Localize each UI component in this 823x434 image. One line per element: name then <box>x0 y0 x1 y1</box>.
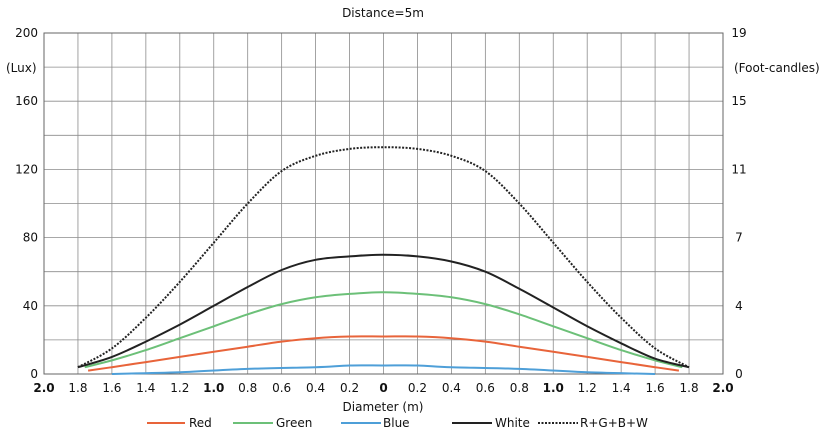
left-tick-label: 40 <box>23 299 38 313</box>
x-tick-label: 1.6 <box>102 381 121 395</box>
x-tick-label: 2.0 <box>33 381 54 395</box>
left-tick-label: 200 <box>15 26 38 40</box>
right-axis-unit-label: (Foot-candles) <box>734 61 820 75</box>
right-tick-label: 15 <box>731 94 746 108</box>
x-tick-label: 1.0 <box>543 381 564 395</box>
right-axis: (Foot-candles) 19 15 11 7 4 0 <box>731 26 819 381</box>
series-line-blue <box>111 364 656 375</box>
x-tick-label: 0.6 <box>476 381 495 395</box>
left-axis-unit-label: (Lux) <box>6 61 37 75</box>
left-tick-label: 0 <box>30 367 38 381</box>
x-axis-ticks: 2.0 1.8 1.6 1.4 1.2 1.0 0.8 0.6 0.4 0.2 0 0.2 0.4 0.6… <box>33 381 733 395</box>
series-line-green <box>84 291 683 369</box>
legend-label: Green <box>276 416 312 430</box>
x-tick-label: 2.0 <box>712 381 733 395</box>
x-tick-label: 0.8 <box>510 381 529 395</box>
x-tick-label: 0.2 <box>408 381 427 395</box>
legend-label: R+G+B+W <box>580 416 648 430</box>
series-line-red <box>87 335 680 372</box>
x-tick-label: 1.4 <box>136 381 155 395</box>
left-axis: (Lux) 200 160 120 80 40 0 <box>6 26 38 381</box>
x-axis-label: Diameter (m) <box>343 400 424 414</box>
legend-label: Red <box>189 416 212 430</box>
right-tick-label: 4 <box>735 299 743 313</box>
right-tick-label: 19 <box>731 26 746 40</box>
series-group <box>77 146 690 375</box>
x-tick-label: 1.2 <box>578 381 597 395</box>
legend-label: White <box>495 416 530 430</box>
series-line-white <box>77 253 690 369</box>
right-tick-label: 11 <box>731 162 746 176</box>
left-tick-label: 160 <box>15 94 38 108</box>
x-tick-label: 0.8 <box>238 381 257 395</box>
legend: Red Green Blue White R+G+B+W <box>147 416 648 430</box>
x-tick-label: 1.8 <box>68 381 87 395</box>
x-tick-label: 0.4 <box>306 381 325 395</box>
right-tick-label: 0 <box>735 367 743 381</box>
x-tick-label: 0.6 <box>272 381 291 395</box>
x-tick-label: 0 <box>379 381 387 395</box>
x-tick-label: 1.8 <box>680 381 699 395</box>
plot-frame <box>43 32 724 375</box>
x-tick-label: 1.2 <box>170 381 189 395</box>
x-tick-label: 0.4 <box>442 381 461 395</box>
x-tick-label: 1.0 <box>203 381 224 395</box>
x-tick-label: 1.6 <box>646 381 665 395</box>
legend-label: Blue <box>383 416 410 430</box>
left-tick-label: 80 <box>23 231 38 245</box>
series-line-r-g-b-w <box>77 146 690 369</box>
grid <box>43 32 724 375</box>
right-tick-label: 7 <box>735 231 743 245</box>
chart-title: Distance=5m <box>342 6 424 20</box>
left-tick-label: 120 <box>15 162 38 176</box>
x-tick-label: 1.4 <box>612 381 631 395</box>
x-tick-label: 0.2 <box>340 381 359 395</box>
